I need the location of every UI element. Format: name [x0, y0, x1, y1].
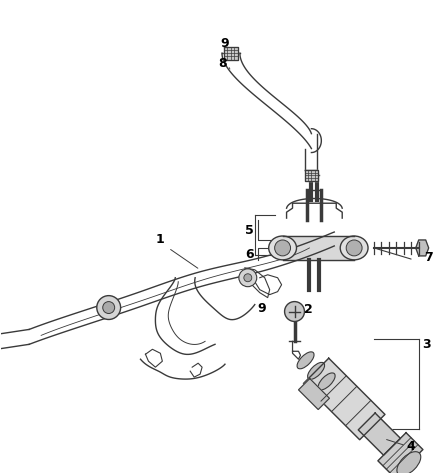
- Circle shape: [97, 295, 120, 320]
- Ellipse shape: [297, 352, 314, 369]
- Text: 9: 9: [220, 37, 229, 50]
- Ellipse shape: [397, 452, 421, 475]
- Text: 9: 9: [258, 302, 266, 315]
- Text: 8: 8: [218, 57, 226, 70]
- Polygon shape: [299, 379, 329, 409]
- Ellipse shape: [318, 373, 335, 390]
- Polygon shape: [378, 433, 423, 475]
- Polygon shape: [304, 358, 385, 440]
- Text: 5: 5: [245, 224, 254, 237]
- Text: 6: 6: [245, 248, 254, 261]
- Circle shape: [244, 274, 252, 282]
- Polygon shape: [358, 413, 400, 455]
- Text: 2: 2: [304, 303, 313, 316]
- Circle shape: [285, 302, 304, 322]
- Ellipse shape: [307, 362, 325, 380]
- Text: 3: 3: [422, 338, 430, 351]
- Ellipse shape: [268, 236, 297, 260]
- Ellipse shape: [340, 236, 368, 260]
- Text: 4: 4: [407, 440, 416, 453]
- Polygon shape: [224, 47, 238, 60]
- Circle shape: [275, 240, 290, 256]
- Text: 1: 1: [155, 234, 164, 247]
- Text: 7: 7: [424, 251, 432, 265]
- Circle shape: [346, 240, 362, 256]
- Circle shape: [239, 269, 257, 287]
- Polygon shape: [283, 236, 354, 260]
- Polygon shape: [416, 240, 429, 256]
- Circle shape: [103, 302, 115, 314]
- Polygon shape: [305, 170, 318, 181]
